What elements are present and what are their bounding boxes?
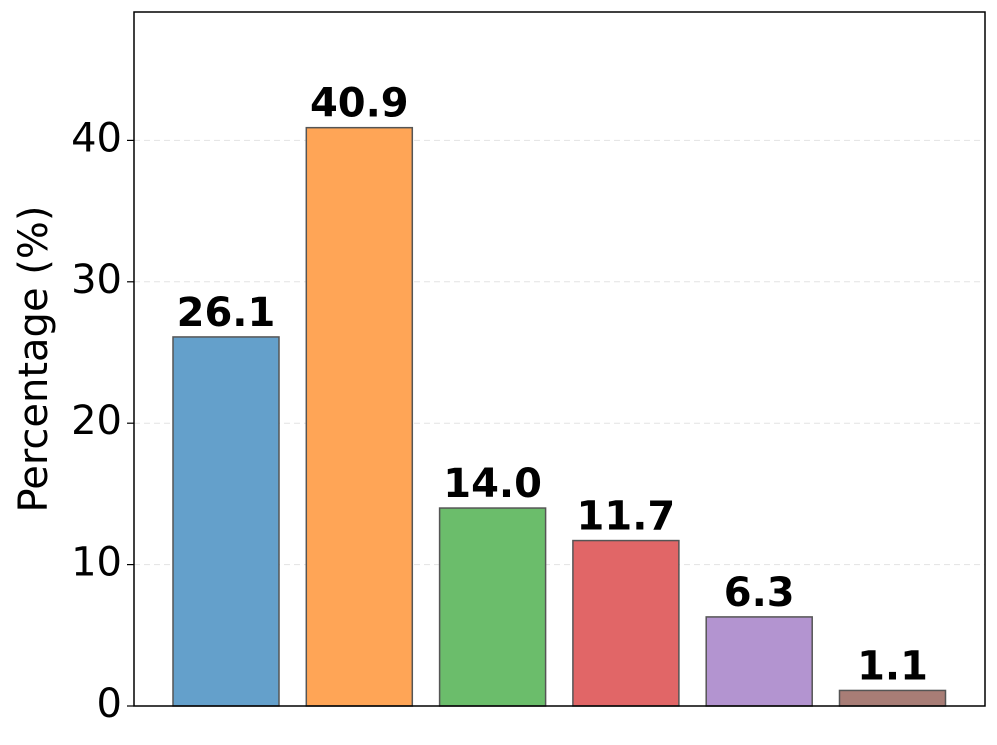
plot-frame: [133, 11, 986, 707]
bar: [705, 616, 813, 707]
value-label: 14.0: [443, 461, 542, 507]
value-label: 26.1: [177, 290, 276, 336]
y-tick-label: 10: [71, 540, 122, 586]
value-label: 40.9: [310, 81, 409, 127]
value-label: 6.3: [724, 570, 795, 616]
bar: [172, 336, 280, 707]
y-tick-label: 20: [71, 398, 122, 444]
bar: [572, 539, 680, 707]
bar: [838, 689, 947, 707]
y-tick-label: 0: [97, 681, 122, 727]
value-label: 11.7: [577, 494, 676, 540]
bar: [438, 507, 547, 707]
y-tick-label: 30: [71, 257, 122, 303]
y-axis-label: Percentage (%): [11, 206, 57, 513]
y-tick-label: 40: [71, 115, 122, 161]
value-label: 1.1: [857, 643, 928, 689]
bar: [305, 126, 414, 707]
